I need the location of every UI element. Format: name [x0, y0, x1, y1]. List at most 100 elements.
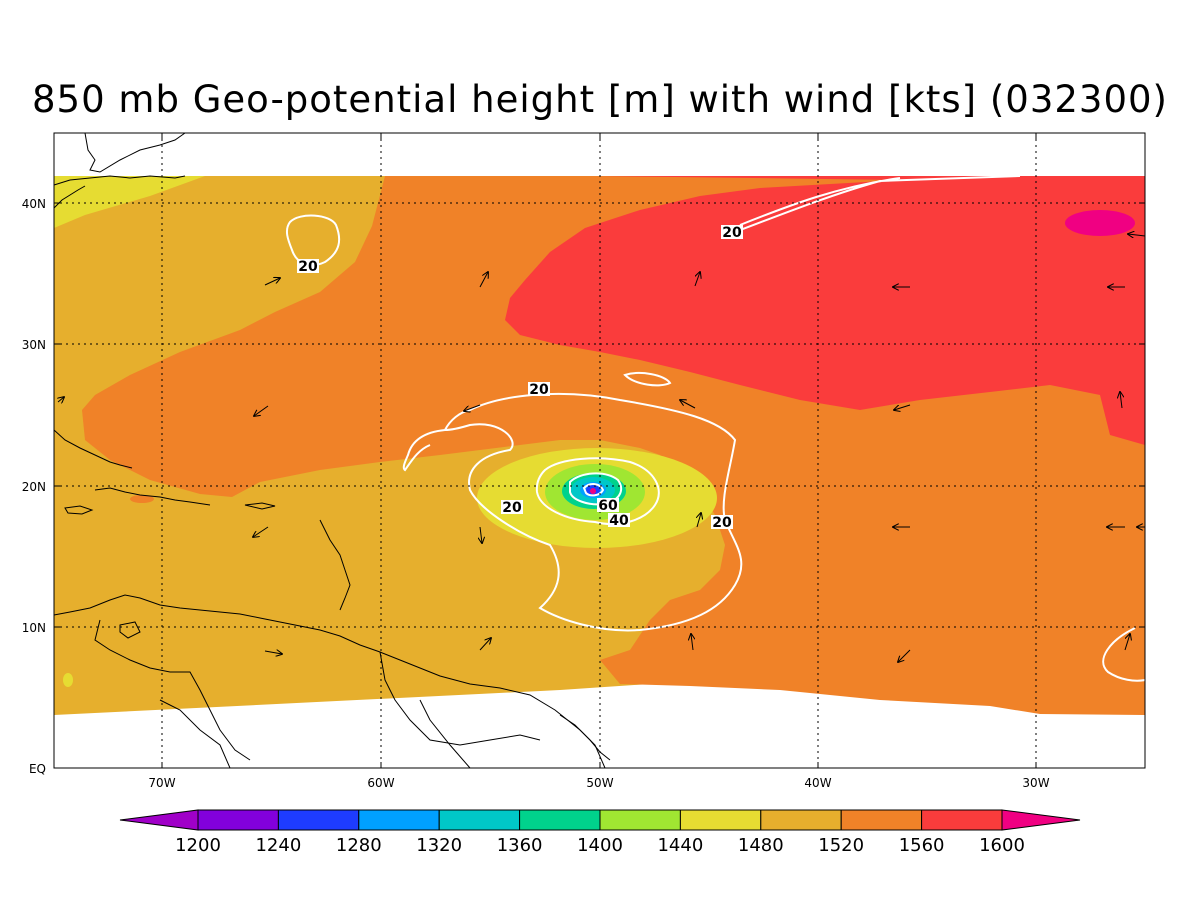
coast-guiana: [379, 651, 541, 746]
contour-label: 20: [501, 500, 523, 516]
lat-axis: [54, 202, 1145, 769]
contour-label: 20: [711, 515, 733, 531]
contour-40: [535, 457, 660, 526]
colorbar-segment: [438, 809, 521, 831]
contour-label: 20: [721, 225, 743, 241]
wind-contours: [285, 175, 1146, 682]
coast-hispaniola: [94, 487, 211, 506]
colorbar-label: 1400: [577, 835, 623, 856]
colorbar-segment: [358, 809, 440, 831]
wind-arrow: [464, 404, 481, 411]
contour-60: [569, 472, 623, 506]
wind-arrow: [480, 526, 482, 543]
colorbar-over-triangle: [1001, 809, 1081, 831]
lon-label-50w: 50W: [586, 776, 613, 790]
wind-arrow: [894, 404, 911, 410]
colorbar-label: 1560: [899, 835, 945, 856]
wind-arrow: [697, 513, 701, 528]
lon-label-60w: 60W: [367, 776, 394, 790]
contour-20-storm: [443, 392, 743, 632]
border-interior: [159, 699, 471, 769]
lon-axis: [161, 133, 1037, 768]
contour-label: 60: [597, 498, 619, 514]
lat-label-30n: 30N: [22, 338, 46, 352]
lat-label-eq: EQ: [29, 762, 46, 776]
coast-antilles: [319, 519, 351, 611]
colorbar-segment: [840, 809, 923, 831]
contour-20-east: [1102, 627, 1146, 682]
coast-nova-scotia: [53, 175, 186, 186]
wind-arrow: [479, 638, 491, 651]
coast-jamaica: [64, 505, 94, 515]
island-trinidad: [119, 621, 141, 639]
wind-arrow: [254, 405, 269, 416]
band-1240: [590, 488, 596, 494]
wind-arrow: [1124, 634, 1130, 651]
colorbar-label: 1520: [818, 835, 864, 856]
colorbar-label: 1200: [175, 835, 221, 856]
lat-label-10n: 10N: [22, 621, 46, 635]
wind-arrow: [253, 526, 269, 537]
colorbar-label: 1480: [738, 835, 784, 856]
coast-venezuela: [94, 619, 251, 761]
colorbar-label: 1280: [336, 835, 382, 856]
lat-labels: EQ 10N 20N 30N 40N: [22, 197, 46, 776]
colorbar-label: 1600: [979, 835, 1025, 856]
wind-vectors: [58, 234, 1146, 662]
lon-label-40w: 40W: [804, 776, 831, 790]
contour-label-text: 60: [598, 498, 618, 514]
coast-cuba: [53, 429, 133, 469]
contour-20-small: [623, 372, 672, 387]
contour-20-northwest: [285, 214, 341, 267]
band-1560-spot: [130, 495, 154, 503]
contour-label: 40: [608, 513, 630, 529]
wind-arrow: [58, 397, 64, 402]
contour-label-group: 20 20 20 20 20 40 60: [297, 225, 743, 531]
colorbar-segment: [760, 809, 842, 831]
lat-label-40n: 40N: [22, 197, 46, 211]
contour-label: 20: [297, 259, 319, 275]
wind-arrow: [1128, 234, 1146, 236]
wind-arrow: [264, 278, 280, 286]
contour-label: 20: [528, 382, 550, 398]
colorbar: 1200 1240 1280 1320 1360 1400 1440 1480 1520 1560…: [119, 809, 1081, 856]
wind-arrow: [680, 400, 696, 409]
lon-label-30w: 30W: [1022, 776, 1049, 790]
wind-arrow: [691, 634, 693, 651]
coast-north-america: [84, 132, 186, 173]
coast-puerto-rico: [244, 502, 276, 510]
contour-label-text: 20: [298, 259, 318, 275]
contour-20-branch: [402, 429, 446, 472]
colorbar-label: 1440: [657, 835, 703, 856]
contour-label-text: 20: [712, 515, 732, 531]
colorbar-segment: [277, 809, 360, 831]
wind-arrow: [694, 272, 700, 287]
wind-arrow: [479, 272, 488, 288]
contour-label-text: 20: [529, 382, 549, 398]
colorbar-label: 1240: [255, 835, 301, 856]
wind-arrow: [1120, 392, 1122, 409]
band-1600: [505, 176, 1145, 445]
graticule: [54, 133, 1145, 768]
coast-south-america: [53, 594, 606, 769]
colorbar-segment: [599, 809, 681, 831]
band-1480-spot: [63, 673, 73, 687]
colorbar-segment: [921, 809, 1003, 831]
colorbar-under-triangle: [119, 809, 199, 831]
wind-arrow: [898, 649, 911, 662]
lat-label-20n: 20N: [22, 480, 46, 494]
colorbar-segment: [679, 809, 762, 831]
lon-labels: 70W 60W 50W 40W 30W: [148, 776, 1049, 790]
band-1480-northwest: [54, 176, 205, 228]
band-over-1600: [1065, 210, 1135, 236]
lon-label-70w: 70W: [148, 776, 175, 790]
map-title: 850 mb Geo-potential height [m] with win…: [32, 78, 1168, 121]
land-outlines: [53, 132, 611, 769]
colorbar-segment: [197, 809, 279, 831]
contour-80: [582, 483, 605, 497]
coast-amazon: [559, 714, 611, 761]
colorbar-label: 1360: [497, 835, 543, 856]
wind-arrow: [264, 651, 282, 654]
contour-label-text: 20: [722, 225, 742, 241]
